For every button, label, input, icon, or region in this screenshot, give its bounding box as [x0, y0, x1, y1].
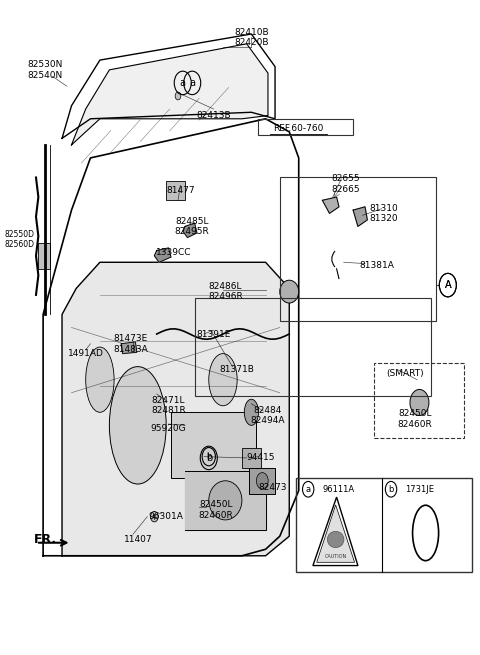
Text: 82484
82494A: 82484 82494A: [251, 406, 285, 425]
Text: 11407: 11407: [123, 535, 152, 544]
Text: 81473E
81483A: 81473E 81483A: [113, 334, 148, 354]
Text: A: A: [444, 280, 451, 290]
Text: (SMART): (SMART): [386, 369, 424, 378]
Text: 1491AD: 1491AD: [68, 349, 104, 358]
Circle shape: [175, 92, 181, 100]
Text: 82450L
82460R: 82450L 82460R: [199, 500, 233, 520]
Text: 82471L
82481R: 82471L 82481R: [151, 396, 186, 415]
Text: 81371B: 81371B: [220, 365, 254, 375]
Ellipse shape: [410, 390, 429, 415]
Text: 82486L
82496R: 82486L 82496R: [208, 282, 243, 301]
Text: 82473: 82473: [258, 483, 287, 492]
Text: b: b: [206, 452, 212, 461]
Text: 96301A: 96301A: [149, 512, 184, 521]
Text: 82450L
82460R: 82450L 82460R: [397, 409, 432, 428]
Polygon shape: [62, 262, 289, 556]
Text: 1731JE: 1731JE: [405, 485, 434, 494]
Text: FR.: FR.: [34, 533, 57, 546]
Ellipse shape: [256, 473, 268, 489]
Text: a: a: [306, 485, 311, 494]
Text: 82413B: 82413B: [196, 111, 231, 120]
Bar: [242, 448, 261, 468]
Circle shape: [151, 512, 158, 522]
Text: 95920G: 95920G: [151, 424, 186, 433]
Text: 82410B
82420B: 82410B 82420B: [234, 28, 269, 47]
Text: 1339CC: 1339CC: [156, 248, 191, 257]
Text: 81477: 81477: [166, 186, 195, 195]
Polygon shape: [353, 207, 367, 227]
Text: 82485L
82495R: 82485L 82495R: [175, 217, 210, 236]
Bar: [296, 477, 471, 572]
Text: 82655
82665: 82655 82665: [332, 174, 360, 194]
Ellipse shape: [86, 347, 114, 412]
Ellipse shape: [244, 400, 259, 425]
Text: 81391E: 81391E: [196, 329, 231, 339]
Text: a: a: [180, 78, 186, 88]
Polygon shape: [323, 197, 339, 214]
Text: a: a: [189, 78, 195, 88]
Text: 96111A: 96111A: [323, 485, 355, 494]
Text: 81381A: 81381A: [360, 261, 394, 270]
Polygon shape: [317, 505, 355, 562]
Bar: [259, 119, 353, 135]
Text: b: b: [205, 453, 212, 463]
Text: 94415: 94415: [247, 453, 275, 462]
Bar: [194, 298, 431, 396]
Polygon shape: [155, 248, 171, 262]
Polygon shape: [185, 471, 265, 530]
Bar: [280, 178, 436, 321]
Text: A: A: [444, 280, 451, 290]
Bar: [166, 181, 185, 200]
Text: 81310
81320: 81310 81320: [370, 204, 398, 223]
Ellipse shape: [280, 280, 299, 303]
Text: 82550D
82560D: 82550D 82560D: [4, 230, 35, 249]
Polygon shape: [121, 342, 137, 354]
Text: 82530N
82540N: 82530N 82540N: [28, 60, 63, 79]
Bar: [171, 412, 256, 477]
Polygon shape: [72, 44, 268, 145]
Bar: [38, 243, 50, 269]
Ellipse shape: [209, 354, 237, 405]
Ellipse shape: [109, 367, 166, 484]
Polygon shape: [183, 223, 197, 238]
Text: REF.60-760: REF.60-760: [274, 124, 324, 133]
Text: CAUTION: CAUTION: [324, 554, 347, 559]
Bar: [374, 364, 465, 438]
Text: b: b: [388, 485, 394, 494]
Ellipse shape: [327, 531, 344, 548]
Bar: [249, 468, 275, 494]
Ellipse shape: [209, 481, 242, 520]
